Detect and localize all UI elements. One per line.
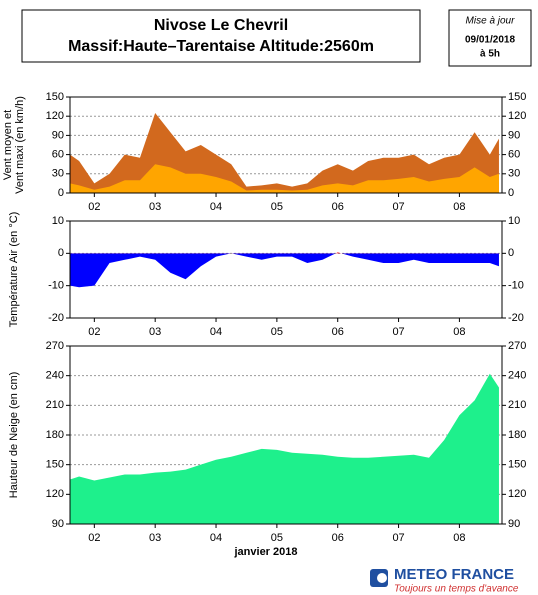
x-tick-label: 02 [88,532,100,544]
y2-tick-label: 180 [508,429,526,441]
y-tick-label: -20 [48,312,64,324]
y-tick-label: 0 [58,247,64,259]
area [70,373,499,524]
y2-tick-label: 120 [508,110,526,122]
y2-tick-label: 60 [508,149,520,161]
plot-frame [69,220,503,319]
y-tick-label: 30 [52,168,64,180]
y2-tick-label: -10 [508,280,524,292]
x-tick-label: 02 [88,326,100,338]
update-hour: à 5h [480,49,500,60]
y2-tick-label: 150 [508,459,526,471]
y2-tick-label: 240 [508,370,526,382]
y-tick-label: 120 [46,488,64,500]
x-tick-label: 03 [149,532,161,544]
y-tick-label: 210 [46,399,64,411]
x-tick-label: 03 [149,201,161,213]
x-tick-label: 07 [392,201,404,213]
y2-tick-label: 30 [508,168,520,180]
plot-frame [69,345,503,525]
logo-icon-dot [377,573,387,583]
x-tick-label: 06 [332,326,344,338]
plot-frame [69,96,503,194]
y-axis-label: Hauteur de Neige (en cm) [8,372,20,499]
y-tick-label: 90 [52,518,64,530]
y2-tick-label: 210 [508,399,526,411]
brand: METEO FRANCE [394,566,514,583]
x-axis-label: janvier 2018 [234,546,298,558]
y-tick-label: 120 [46,110,64,122]
x-tick-label: 04 [210,532,222,544]
y2-tick-label: 10 [508,215,520,227]
area [70,164,499,193]
update-label: Mise à jour [466,16,516,27]
chart-subtitle: Massif:Haute–Tarentaise Altitude:2560m [68,38,374,55]
x-tick-label: 05 [271,201,283,213]
y-axis-label: Vent maxi (en km/h) [14,96,26,194]
update-box [448,9,532,67]
y-tick-label: 150 [46,459,64,471]
y2-tick-label: 90 [508,129,520,141]
y-tick-label: 60 [52,149,64,161]
y2-tick-label: 150 [508,91,526,103]
y2-tick-label: 270 [508,340,526,352]
title-box [21,9,421,63]
area-negative [70,253,499,288]
y-axis-label: Température Air (en °C) [8,212,20,328]
x-tick-label: 06 [332,532,344,544]
y2-tick-label: 0 [508,187,514,199]
x-tick-label: 07 [392,532,404,544]
tagline: Toujours un temps d'avance [394,584,519,595]
y2-tick-label: 120 [508,488,526,500]
plot-area [70,221,502,318]
y2-tick-label: 0 [508,247,514,259]
x-tick-label: 08 [453,201,465,213]
update-date: 09/01/2018 [465,35,515,46]
x-tick-label: 05 [271,532,283,544]
chart-title: Nivose Le Chevril [154,17,288,34]
logo: METEO FRANCE Toujours un temps d'avance [370,566,519,595]
x-tick-label: 08 [453,532,465,544]
y-tick-label: 240 [46,370,64,382]
x-tick-label: 08 [453,326,465,338]
x-tick-label: 03 [149,326,161,338]
y-tick-label: 10 [52,215,64,227]
y2-tick-label: 90 [508,518,520,530]
y-tick-label: 90 [52,129,64,141]
y2-tick-label: -20 [508,312,524,324]
x-tick-label: 02 [88,201,100,213]
y-tick-label: 180 [46,429,64,441]
x-tick-label: 07 [392,326,404,338]
x-tick-label: 04 [210,326,222,338]
y-tick-label: 150 [46,91,64,103]
y-axis-label: Vent moyen et [2,110,14,180]
x-tick-label: 06 [332,201,344,213]
y-tick-label: -10 [48,280,64,292]
y-tick-label: 0 [58,187,64,199]
x-tick-label: 04 [210,201,222,213]
x-tick-label: 05 [271,326,283,338]
y-tick-label: 270 [46,340,64,352]
